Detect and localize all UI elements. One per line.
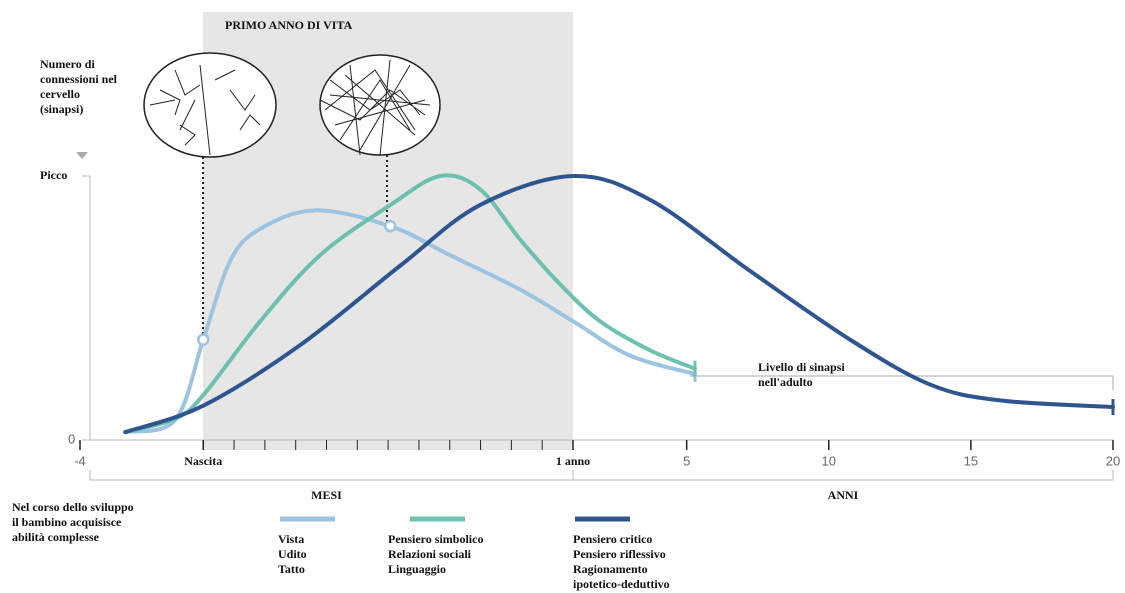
annotation: Nel corso dello sviluppo [12, 500, 134, 514]
x-tick-label: 20 [1106, 453, 1120, 468]
legend-label: Tatto [278, 562, 305, 576]
legend-label: ipotetico-deduttivo [573, 577, 670, 591]
group-label: ANNI [828, 488, 859, 502]
y-label: Numero di [40, 57, 95, 71]
axis-arrow [76, 152, 88, 159]
legend-label: Linguaggio [388, 562, 446, 576]
legend-label: Pensiero simbolico [388, 532, 483, 546]
adult-bracket [690, 376, 1113, 390]
annotation: nell'adulto [758, 375, 813, 389]
y-label: cervello [40, 87, 80, 101]
annotation: Livello di sinapsi [758, 360, 845, 374]
y-label: (sinapsi) [40, 102, 83, 116]
y-tick-label: Picco [40, 168, 67, 182]
group-bracket [90, 470, 1113, 480]
legend-label: Vista [278, 532, 304, 546]
point-marker [385, 221, 395, 231]
x-tick-label: 1 anno [556, 454, 590, 468]
legend-label: Udito [278, 547, 307, 561]
legend-label: Pensiero riflessivo [573, 547, 666, 561]
x-tick-label: 15 [964, 453, 978, 468]
annotation: abilità complesse [12, 530, 100, 544]
annotation: il bambino acquisisce [12, 515, 122, 529]
x-tick-label: -4 [74, 453, 86, 468]
x-tick-label: Nascita [184, 454, 222, 468]
legend-label: Ragionamento [573, 562, 648, 576]
point-marker [198, 335, 208, 345]
x-tick-label: 5 [683, 453, 690, 468]
y-label: connessioni nel [40, 72, 118, 86]
chart: PRIMO ANNO DI VITA 0 Picco -4 Nascita 1 anno… [0, 0, 1125, 593]
legend-label: Pensiero critico [573, 532, 652, 546]
chart-title: PRIMO ANNO DI VITA [225, 18, 353, 32]
legend-label: Relazioni sociali [388, 547, 472, 561]
group-label: MESI [311, 488, 342, 502]
x-tick-label: 10 [822, 453, 836, 468]
y-tick-label: 0 [68, 431, 75, 446]
